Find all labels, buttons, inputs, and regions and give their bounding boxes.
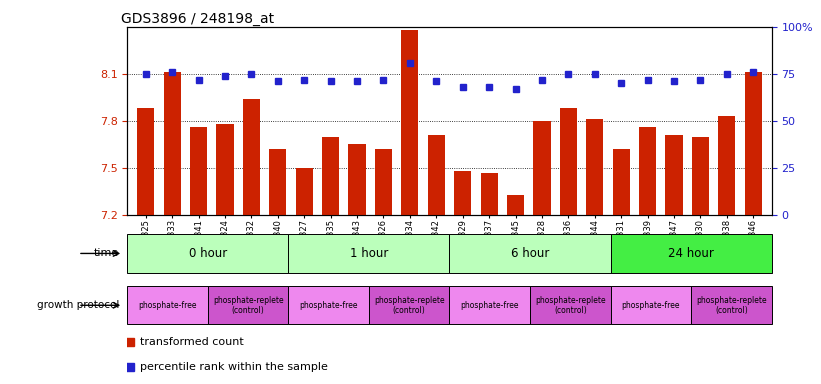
Bar xyxy=(745,72,762,215)
Bar xyxy=(217,124,233,215)
Bar xyxy=(348,144,365,215)
Text: phosphate-replete
(control): phosphate-replete (control) xyxy=(696,296,767,315)
Text: phosphate-free: phosphate-free xyxy=(300,301,358,310)
Bar xyxy=(454,171,471,215)
Bar xyxy=(611,286,691,324)
Bar xyxy=(322,137,339,215)
Bar xyxy=(127,286,208,324)
Bar xyxy=(288,286,369,324)
Bar xyxy=(163,72,181,215)
Bar xyxy=(243,99,260,215)
Text: time: time xyxy=(94,248,119,258)
Bar xyxy=(208,286,288,324)
Bar xyxy=(692,137,709,215)
Bar xyxy=(449,234,611,273)
Bar xyxy=(190,127,207,215)
Bar xyxy=(480,173,498,215)
Bar xyxy=(530,286,611,324)
Text: growth protocol: growth protocol xyxy=(37,300,119,310)
Text: phosphate-free: phosphate-free xyxy=(138,301,197,310)
Bar xyxy=(691,286,772,324)
Text: percentile rank within the sample: percentile rank within the sample xyxy=(140,362,328,372)
Bar xyxy=(507,195,524,215)
Bar xyxy=(586,119,603,215)
Bar xyxy=(449,286,530,324)
Bar xyxy=(401,30,419,215)
Bar xyxy=(375,149,392,215)
Bar xyxy=(611,234,772,273)
Bar xyxy=(369,286,449,324)
Bar xyxy=(560,108,577,215)
Text: phosphate-replete
(control): phosphate-replete (control) xyxy=(374,296,444,315)
Bar xyxy=(666,135,682,215)
Text: 1 hour: 1 hour xyxy=(350,247,388,260)
Bar xyxy=(534,121,551,215)
Text: phosphate-free: phosphate-free xyxy=(461,301,519,310)
Bar xyxy=(288,234,449,273)
Text: 6 hour: 6 hour xyxy=(511,247,549,260)
Bar xyxy=(269,149,287,215)
Bar xyxy=(137,108,154,215)
Text: phosphate-replete
(control): phosphate-replete (control) xyxy=(535,296,606,315)
Bar xyxy=(612,149,630,215)
Bar xyxy=(296,168,313,215)
Bar xyxy=(127,234,288,273)
Bar xyxy=(428,135,445,215)
Text: transformed count: transformed count xyxy=(140,337,244,347)
Bar xyxy=(718,116,736,215)
Text: GDS3896 / 248198_at: GDS3896 / 248198_at xyxy=(121,12,274,26)
Text: 0 hour: 0 hour xyxy=(189,247,227,260)
Text: 24 hour: 24 hour xyxy=(668,247,714,260)
Text: phosphate-replete
(control): phosphate-replete (control) xyxy=(213,296,283,315)
Bar xyxy=(639,127,656,215)
Text: phosphate-free: phosphate-free xyxy=(621,301,680,310)
